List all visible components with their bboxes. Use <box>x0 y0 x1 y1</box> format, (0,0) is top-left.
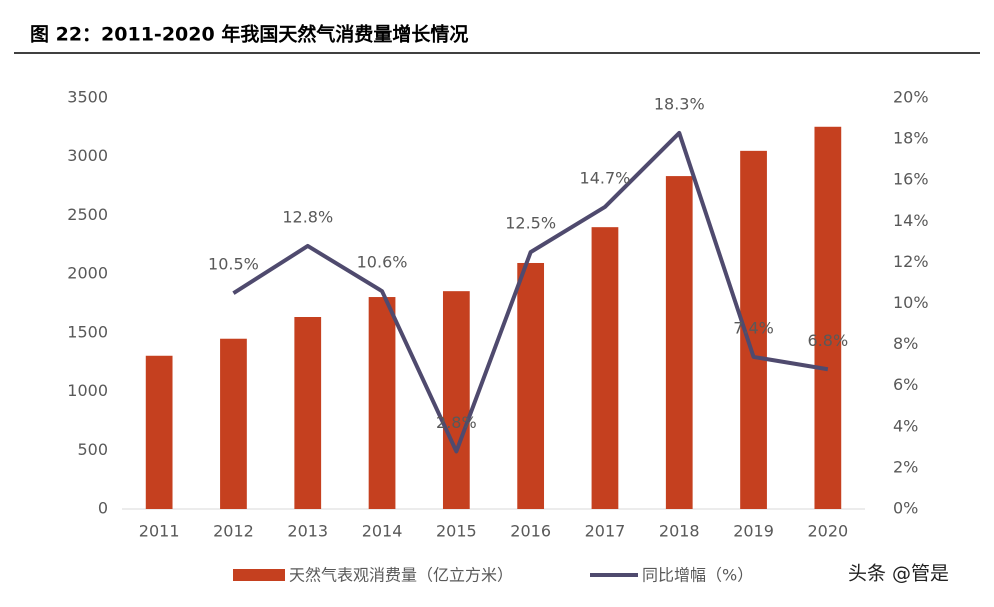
bar <box>517 262 545 509</box>
y-tick-label: 3000 <box>67 146 108 165</box>
y2-tick-label: 0% <box>893 499 918 518</box>
legend-label: 天然气表观消费量（亿立方米） <box>289 566 513 585</box>
x-tick-label: 2011 <box>139 522 180 541</box>
y2-tick-label: 14% <box>893 211 929 230</box>
line <box>232 130 829 454</box>
bar <box>145 355 173 509</box>
y-tick-label: 2000 <box>67 264 108 283</box>
y-tick-label: 1000 <box>67 381 108 400</box>
data-label: 10.6% <box>357 253 408 272</box>
bar <box>220 338 247 509</box>
y2-tick-label: 10% <box>893 293 929 312</box>
y2-tick-label: 12% <box>893 252 929 271</box>
x-tick-label: 2020 <box>807 522 848 541</box>
data-label: 12.8% <box>282 207 333 226</box>
y-tick-label: 2500 <box>67 205 108 224</box>
y2-tick-label: 16% <box>893 170 929 189</box>
x-tick-label: 2017 <box>585 522 626 541</box>
x-tick-label: 2012 <box>213 522 254 541</box>
bar <box>814 126 842 510</box>
watermark: 头条 @管是 <box>848 563 949 585</box>
bar <box>368 297 396 509</box>
data-label: 2.8% <box>436 413 477 432</box>
bar <box>591 227 619 509</box>
bar <box>665 176 693 509</box>
y-tick-label: 500 <box>77 440 108 459</box>
y2-tick-label: 8% <box>893 334 918 353</box>
x-tick-label: 2016 <box>510 522 551 541</box>
y-tick-label: 3500 <box>67 88 108 107</box>
data-label: 10.5% <box>208 255 259 274</box>
data-label: 14.7% <box>580 168 631 187</box>
x-tick-label: 2013 <box>287 522 328 541</box>
legend-label: 同比增幅（%） <box>642 566 753 585</box>
legend-swatch <box>233 569 285 581</box>
data-label: 6.8% <box>808 331 849 350</box>
y2-tick-label: 4% <box>893 416 918 435</box>
y2-tick-label: 6% <box>893 375 918 394</box>
x-tick-label: 2014 <box>362 522 403 541</box>
x-tick-label: 2018 <box>659 522 700 541</box>
bar <box>294 317 322 509</box>
bar <box>442 291 470 509</box>
x-tick-label: 2019 <box>733 522 774 541</box>
y-tick-label: 1500 <box>67 322 108 341</box>
y-tick-label: 0 <box>98 499 108 518</box>
y2-tick-label: 2% <box>893 457 918 476</box>
x-tick-label: 2015 <box>436 522 477 541</box>
data-label: 18.3% <box>654 94 705 113</box>
y2-tick-label: 18% <box>893 129 929 148</box>
data-label: 12.5% <box>505 214 556 233</box>
data-label: 7.4% <box>733 318 774 337</box>
chart-title: 图 22：2011-2020 年我国天然气消费量增长情况 <box>30 23 468 46</box>
y2-tick-label: 20% <box>893 88 929 107</box>
